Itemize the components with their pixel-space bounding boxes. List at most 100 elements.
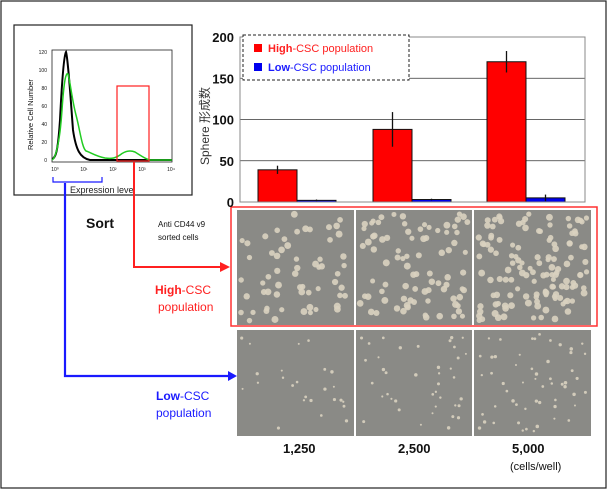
chart-ytick-label: 50 (220, 154, 234, 169)
sphere-colony (521, 429, 524, 432)
sphere-colony (298, 288, 306, 296)
sphere-colony (334, 270, 341, 277)
sphere-colony (397, 408, 401, 412)
sphere-colony (573, 404, 576, 407)
sphere-colony (524, 299, 532, 307)
sphere-colony (527, 265, 533, 271)
sphere-colony (505, 389, 509, 393)
sphere-colony (238, 277, 244, 283)
sphere-colony (440, 285, 448, 293)
sphere-colony (383, 234, 391, 241)
sphere-colony (563, 277, 570, 285)
sphere-colony (274, 227, 281, 234)
histogram-ytick: 40 (41, 122, 47, 128)
sphere-colony (243, 293, 250, 300)
sphere-colony (370, 218, 376, 224)
sphere-colony (541, 385, 545, 388)
sphere-colony (273, 291, 281, 298)
sphere-colony (299, 283, 306, 290)
sphere-colony (400, 295, 408, 302)
sphere-colony (342, 292, 348, 299)
sphere-colony (391, 211, 397, 217)
sphere-colony (449, 367, 452, 370)
sphere-colony (534, 372, 539, 376)
sphere-colony (502, 276, 509, 283)
sphere-colony (456, 356, 460, 360)
sphere-colony (454, 229, 460, 236)
sphere-colony (435, 227, 441, 234)
sphere-colony (517, 264, 523, 271)
sphere-colony (444, 274, 451, 281)
sphere-colony (302, 399, 306, 402)
sphere-colony (495, 300, 501, 307)
sphere-colony (583, 352, 587, 356)
sphere-colony (378, 214, 385, 221)
sphere-colony (390, 397, 393, 400)
sphere-colony (538, 314, 545, 321)
chart-ytick-label: 0 (227, 195, 234, 210)
sphere-colony (281, 236, 288, 243)
sphere-colony (381, 336, 385, 340)
chart-ytick-label: 150 (212, 71, 234, 86)
sphere-colony (370, 246, 378, 253)
sphere-colony (327, 237, 333, 243)
sphere-colony (462, 249, 468, 255)
sphere-colony (404, 253, 410, 259)
sphere-colony (480, 373, 483, 377)
sphere-colony (417, 226, 424, 232)
sphere-colony (332, 397, 337, 402)
sphere-colony (265, 273, 272, 280)
sphere-colony (491, 216, 498, 223)
sphere-colony (262, 233, 269, 240)
sphere-colony (534, 377, 537, 380)
low-label-bold: Low (156, 389, 181, 403)
sphere-colony (271, 315, 279, 323)
sphere-colony (521, 381, 524, 384)
sphere-colony (325, 224, 333, 231)
sphere-colony (250, 309, 256, 315)
sphere-colony (475, 234, 482, 241)
sphere-colony (356, 300, 364, 307)
sphere-colony (482, 420, 487, 424)
sphere-colony (551, 256, 557, 263)
sphere-colony (477, 303, 484, 310)
high-row-highlight (230, 206, 598, 327)
sphere-colony (370, 233, 377, 240)
sphere-colony (567, 419, 571, 422)
sphere-colony (361, 225, 367, 232)
sphere-colony (414, 373, 418, 377)
histogram-xtick: 10¹ (80, 167, 88, 173)
sphere-colony (460, 213, 467, 220)
sphere-colony (534, 302, 542, 310)
sphere-colony (487, 276, 494, 284)
sphere-colony (313, 307, 319, 313)
low-sort-arrow (63, 183, 228, 378)
sphere-colony (409, 235, 415, 241)
sphere-colony (434, 405, 437, 408)
sphere-colony (508, 276, 515, 283)
sphere-colony (558, 283, 566, 290)
sphere-colony (554, 265, 562, 273)
legend-low-rest: -CSC population (290, 62, 371, 74)
sphere-colony (338, 284, 345, 291)
low-arrowhead-icon (228, 371, 237, 381)
sphere-colony (405, 228, 412, 235)
sphere-colony (510, 242, 516, 248)
sphere-colony (436, 382, 441, 386)
sphere-colony (248, 342, 251, 345)
sphere-colony (525, 427, 528, 431)
sphere-colony (493, 354, 498, 359)
sphere-colony (563, 380, 568, 385)
sphere-colony (361, 220, 368, 228)
sphere-colony (379, 288, 385, 295)
sphere-colony (564, 308, 572, 315)
sphere-colony (367, 342, 371, 345)
sphere-colony (507, 292, 514, 299)
histogram-ytick: 120 (39, 50, 48, 56)
sphere-colony (490, 355, 494, 359)
sphere-colony (572, 230, 579, 237)
sphere-colony (549, 339, 552, 342)
sphere-colony (553, 404, 557, 409)
sphere-colony (370, 381, 374, 385)
sphere-colony (538, 332, 541, 336)
